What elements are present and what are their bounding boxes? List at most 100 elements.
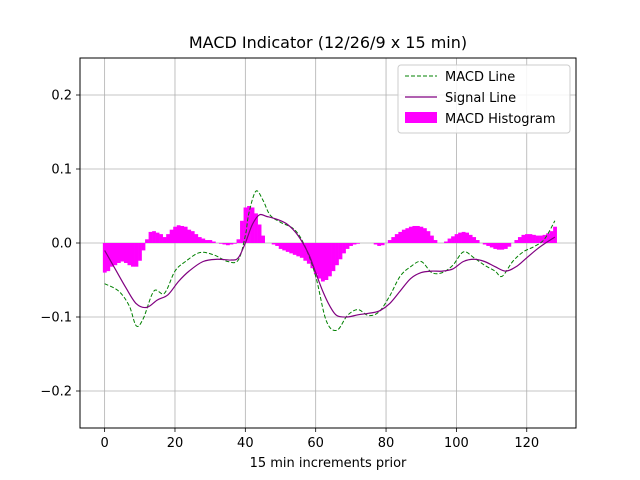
histogram-bar — [254, 213, 258, 243]
histogram-bar — [145, 239, 149, 243]
histogram-bar — [194, 234, 199, 243]
macd-line — [104, 190, 556, 332]
x-axis-label: 15 min increments prior — [250, 456, 407, 471]
histogram-bar — [391, 237, 396, 243]
histogram-bar — [208, 240, 213, 243]
histogram-bar — [507, 243, 512, 247]
histogram-bar — [292, 243, 297, 255]
histogram-bar — [394, 234, 399, 243]
histogram-bar — [493, 243, 498, 249]
histogram-bar — [380, 243, 385, 246]
histogram-bar — [225, 243, 230, 246]
histogram-bar — [271, 243, 276, 245]
histogram-bar — [373, 243, 378, 245]
histogram-bar — [261, 235, 265, 243]
histogram-bar — [180, 225, 185, 243]
histogram-bar — [303, 243, 308, 261]
histogram-bar — [528, 234, 533, 243]
histogram-bar — [468, 234, 473, 243]
histogram-bar — [451, 236, 455, 243]
y-tick-label: 0.0 — [51, 237, 72, 252]
histogram-bar — [176, 225, 181, 243]
histogram-bar — [472, 237, 477, 243]
histogram-bar — [173, 226, 178, 243]
histogram-bar — [197, 237, 202, 243]
histogram-bar — [500, 243, 505, 250]
histogram-bar — [489, 243, 494, 248]
histogram-bar — [542, 234, 547, 243]
histogram-bar — [218, 243, 223, 244]
histogram-bar — [257, 224, 262, 243]
histogram-bar — [282, 243, 287, 251]
histogram-bar — [539, 235, 543, 243]
histogram-bar — [222, 243, 227, 245]
y-tick-label: 0.1 — [51, 163, 72, 178]
legend-histogram-swatch — [405, 112, 437, 123]
histogram-bar — [134, 243, 139, 267]
histogram-bar — [278, 243, 283, 249]
histogram-bar — [229, 243, 234, 245]
legend-box — [397, 64, 571, 134]
axis-ticks: 0 20 40 60 80 100 120 −0.2 −0.1 0.0 0.1 0.2 — [40, 89, 539, 452]
histogram-bar — [335, 243, 339, 266]
histogram-bar — [155, 232, 160, 243]
histogram-bar — [131, 243, 135, 267]
histogram-bar — [387, 240, 392, 243]
histogram-bar — [345, 243, 350, 249]
histogram-bar — [320, 243, 325, 282]
histogram-bar — [233, 243, 237, 244]
histogram-bar — [162, 237, 167, 243]
chart-title: MACD Indicator (12/26/9 x 15 min) — [189, 33, 467, 52]
histogram-bar — [535, 235, 540, 243]
histogram-bar — [356, 243, 360, 244]
histogram-bar — [517, 237, 522, 243]
histogram-bar — [496, 243, 501, 250]
histogram-bar — [532, 234, 536, 243]
histogram-bar — [405, 228, 410, 243]
x-tick-label: 60 — [307, 436, 324, 451]
histogram-bar — [433, 240, 438, 243]
histogram-bar — [166, 234, 171, 243]
histogram-bar — [458, 232, 462, 243]
histogram-bar — [243, 207, 248, 243]
histogram-bar — [426, 231, 431, 243]
histogram-bar — [377, 243, 382, 246]
histogram-bar — [331, 243, 336, 272]
x-tick-label: 120 — [514, 436, 539, 451]
histogram-bar — [398, 231, 403, 243]
histogram-bar — [461, 231, 466, 243]
x-tick-label: 0 — [100, 436, 108, 451]
histogram-bar — [127, 243, 132, 266]
histogram-bar — [296, 243, 301, 257]
histogram-bar — [109, 243, 114, 267]
histogram-bar — [113, 243, 118, 266]
histogram-bar — [465, 232, 470, 243]
histogram-bar — [338, 243, 343, 260]
x-tick-label: 40 — [237, 436, 254, 451]
histogram-bar — [310, 243, 315, 269]
histogram-bar — [152, 231, 156, 243]
x-tick-label: 100 — [444, 436, 469, 451]
y-tick-label: −0.2 — [40, 385, 72, 400]
series-lines — [104, 190, 556, 332]
histogram-bar — [187, 229, 192, 243]
legend-histogram-label: MACD Histogram — [445, 112, 556, 127]
histogram-bar — [408, 226, 413, 243]
histogram-bar — [454, 234, 459, 243]
histogram-bar — [204, 240, 209, 243]
histogram-bar — [102, 243, 107, 273]
legend-signal-line-label: Signal Line — [445, 91, 516, 106]
histogram-bar — [422, 228, 427, 243]
y-tick-label: −0.1 — [40, 311, 72, 326]
histogram-bar — [148, 231, 153, 243]
histogram-bar — [211, 241, 216, 243]
histogram-bar — [138, 243, 142, 261]
x-tick-label: 20 — [167, 436, 184, 451]
histogram-bar — [120, 243, 125, 262]
legend-macd-line-label: MACD Line — [445, 70, 515, 85]
histogram-bar — [553, 226, 557, 243]
histogram-bar — [514, 240, 519, 243]
histogram-bar — [141, 243, 146, 251]
histogram-bar — [503, 243, 508, 249]
signal-line — [104, 213, 556, 318]
